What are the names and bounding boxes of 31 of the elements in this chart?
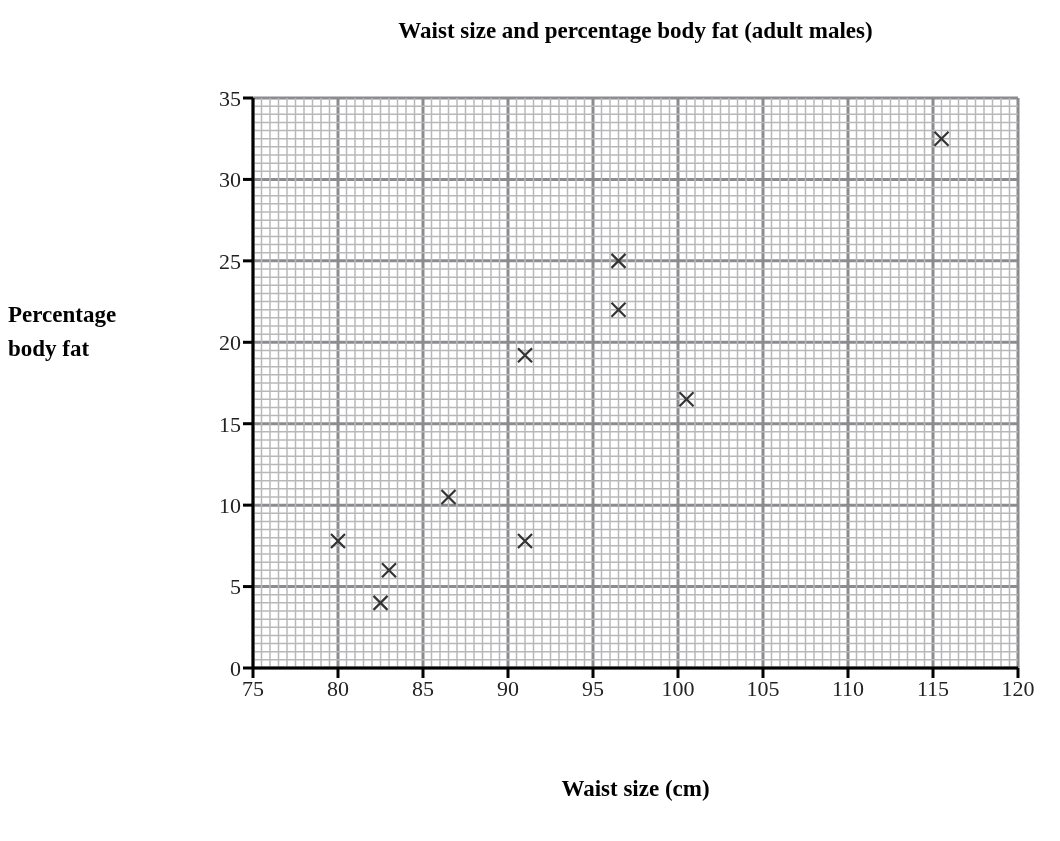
x-tick-label: 95: [582, 675, 604, 701]
x-tick-label: 100: [661, 675, 695, 701]
x-tick-label: 105: [746, 675, 780, 701]
chart-title: Waist size and percentage body fat (adult males): [397, 18, 874, 44]
point: [516, 532, 534, 550]
x-tick-label: 110: [831, 675, 865, 701]
y-tick-label: 30: [219, 167, 241, 193]
y-axis-title: Percentage body fat: [8, 301, 118, 363]
point: [678, 391, 695, 408]
x-tick-label: 115: [916, 675, 950, 701]
y-tick-label: 25: [219, 248, 241, 274]
point: [610, 252, 627, 269]
point: [440, 488, 457, 506]
y-tick-label: 5: [230, 574, 241, 600]
x-axis-title: Waist size (cm): [560, 776, 711, 802]
point: [933, 130, 950, 147]
y-tick-label: 0: [230, 655, 241, 681]
point: [380, 562, 398, 579]
x-tick-label: 75: [242, 675, 264, 701]
x-tick-label: 120: [1001, 675, 1035, 701]
point: [329, 532, 347, 550]
x-tick-label: 90: [497, 675, 519, 701]
point: [372, 594, 389, 611]
y-tick-label: 35: [219, 85, 241, 111]
y-tick-label: 20: [219, 330, 241, 356]
y-tick-label: 10: [219, 492, 241, 518]
x-tick-label: 80: [327, 675, 349, 701]
point: [516, 347, 534, 364]
point: [610, 301, 627, 318]
y-tick-label: 15: [219, 411, 241, 437]
x-tick-label: 85: [412, 675, 434, 701]
